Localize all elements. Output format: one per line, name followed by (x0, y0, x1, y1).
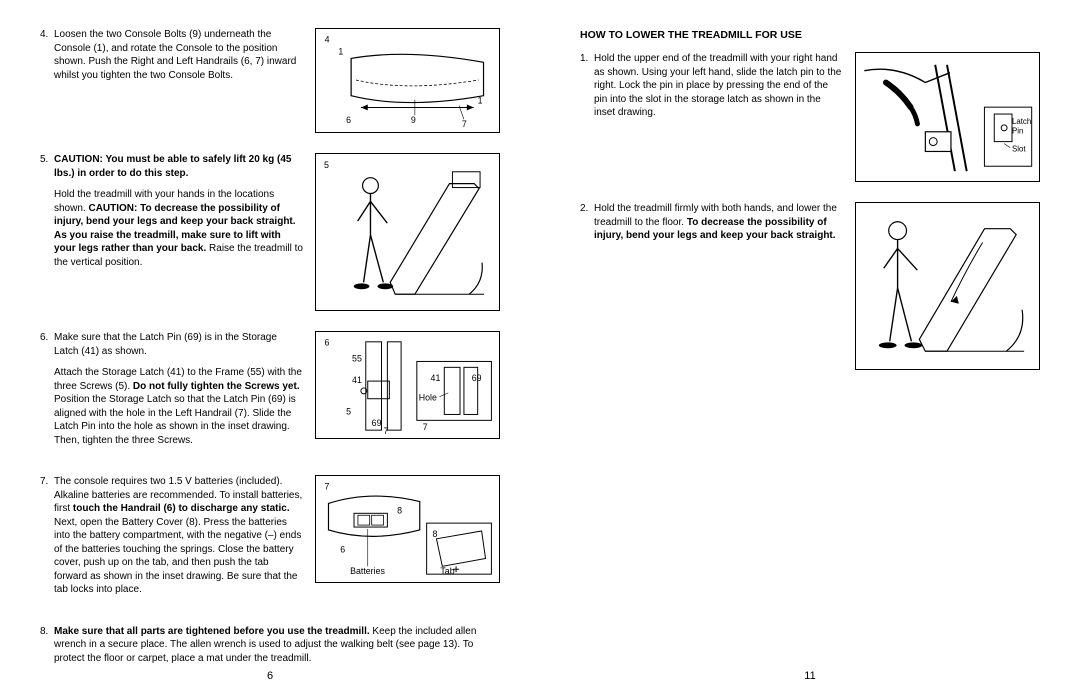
page-left-content: 4. Loosen the two Console Bolts (9) unde… (0, 0, 540, 673)
fig7-l0: 7 (325, 482, 330, 492)
fig4-label-6: 6 (346, 115, 351, 125)
fig7-l2: 6 (340, 545, 345, 555)
rfig1-l1: Slot (1012, 145, 1026, 154)
step-5-text: 5. CAUTION: You must be able to safely l… (40, 153, 315, 277)
step-7-body: The console requires two 1.5 V batteries… (54, 475, 315, 605)
step-4-text: 4. Loosen the two Console Bolts (9) unde… (40, 28, 315, 90)
fig6-l3: 5 (346, 406, 351, 416)
step-5: 5. CAUTION: You must be able to safely l… (40, 153, 500, 311)
step-8: 8. Make sure that all parts are tightene… (40, 625, 500, 674)
r-step-1-body: Hold the upper end of the treadmill with… (594, 52, 855, 128)
fig6-l6: 41 (431, 373, 441, 383)
step-4-figure: 4 1 6 9 1 7 (315, 28, 500, 133)
fig7-l5: Tab (440, 566, 454, 576)
fig6-l4: 69 (372, 418, 382, 428)
page-left: 4. Loosen the two Console Bolts (9) unde… (0, 0, 540, 698)
step-7-post: Next, open the Battery Cover (8). Press … (54, 517, 301, 596)
fig6-l7: 69 (472, 373, 482, 383)
r-step-2-body: Hold the treadmill firmly with both hand… (594, 202, 855, 251)
step-8-bold: Make sure that all parts are tightened b… (54, 626, 370, 637)
step-5-para2: Hold the treadmill with your hands in th… (54, 188, 303, 269)
fig6-l9: 7 (423, 422, 428, 432)
step-7-bold: touch the Handrail (6) to discharge any … (73, 503, 290, 514)
r-step-1-para: Hold the upper end of the treadmill with… (594, 52, 843, 120)
step-6-p2-post: Position the Storage Latch so that the L… (54, 394, 296, 446)
fig6-l8: Hole (419, 393, 437, 403)
step-7-text: 7. The console requires two 1.5 V batter… (40, 475, 315, 605)
step-6-p1: Make sure that the Latch Pin (69) is in … (54, 331, 303, 358)
step-7: 7. The console requires two 1.5 V batter… (40, 475, 500, 605)
fig6-l1: 55 (352, 353, 362, 363)
step-4-num: 4. (40, 28, 54, 42)
step-4-para: Loosen the two Console Bolts (9) underne… (54, 28, 303, 82)
step-8-num: 8. (40, 625, 54, 639)
r-step-1-num: 1. (580, 52, 594, 66)
rfig1-l0b: Pin (1012, 127, 1023, 136)
step-6: 6. Make sure that the Latch Pin (69) is … (40, 331, 500, 455)
step-6-p2: Attach the Storage Latch (41) to the Fra… (54, 366, 303, 447)
fig7-l3: Batteries (350, 566, 385, 576)
fig6-l5: 7 (383, 426, 388, 436)
fig6-l2: 41 (352, 375, 362, 385)
step-5-figure: 5 (315, 153, 500, 311)
step-5-num: 5. (40, 153, 54, 167)
step-7-figure: 7 8 6 Batteries 8 Tab (315, 475, 500, 583)
step-8-body: Make sure that all parts are tightened b… (54, 625, 500, 674)
step-4-body: Loosen the two Console Bolts (9) underne… (54, 28, 315, 90)
rfig1-l0: Latch (1012, 117, 1031, 126)
fig4-label-4: 4 (325, 35, 330, 45)
fig4-label-1: 1 (338, 47, 343, 57)
step-5-lead-bold: CAUTION: You must be able to safely lift… (54, 154, 291, 179)
r-step-2-text: 2. Hold the treadmill firmly with both h… (580, 202, 855, 251)
r-step-2: 2. Hold the treadmill firmly with both h… (580, 202, 1040, 370)
r-step-1-figure: Latch Pin Slot (855, 52, 1040, 182)
fig4-label-1b: 1 (478, 96, 483, 106)
section-title: HOW TO LOWER THE TREADMILL FOR USE (580, 28, 1040, 42)
fig5-label: 5 (324, 160, 329, 170)
r-step-2-num: 2. (580, 202, 594, 216)
fig7-l4: 8 (433, 529, 438, 539)
fig4-label-7: 7 (462, 119, 467, 129)
step-6-body: Make sure that the Latch Pin (69) is in … (54, 331, 315, 455)
step-6-num: 6. (40, 331, 54, 345)
r-step-2-para: Hold the treadmill firmly with both hand… (594, 202, 843, 243)
page-num-left: 6 (0, 669, 540, 684)
step-6-figure: 6 55 41 5 69 7 41 69 Hole 7 (315, 331, 500, 439)
page-right-content: HOW TO LOWER THE TREADMILL FOR USE 1. Ho… (540, 0, 1080, 370)
step-5-body: CAUTION: You must be able to safely lift… (54, 153, 315, 277)
step-8-para: Make sure that all parts are tightened b… (54, 625, 500, 666)
step-7-num: 7. (40, 475, 54, 489)
step-5-lead: CAUTION: You must be able to safely lift… (54, 153, 303, 180)
fig6-l0: 6 (325, 338, 330, 348)
fig4-label-9: 9 (411, 115, 416, 125)
page-right: HOW TO LOWER THE TREADMILL FOR USE 1. Ho… (540, 0, 1080, 698)
r-step-2-figure (855, 202, 1040, 370)
step-6-p2-bold: Do not fully tighten the Screws yet. (133, 381, 300, 392)
step-6-text: 6. Make sure that the Latch Pin (69) is … (40, 331, 315, 455)
r-step-1: 1. Hold the upper end of the treadmill w… (580, 52, 1040, 182)
step-4: 4. Loosen the two Console Bolts (9) unde… (40, 28, 500, 133)
fig7-l1: 8 (397, 505, 402, 515)
step-7-para: The console requires two 1.5 V batteries… (54, 475, 303, 597)
page-num-right: 11 (540, 669, 1080, 684)
r-step-1-text: 1. Hold the upper end of the treadmill w… (580, 52, 855, 128)
